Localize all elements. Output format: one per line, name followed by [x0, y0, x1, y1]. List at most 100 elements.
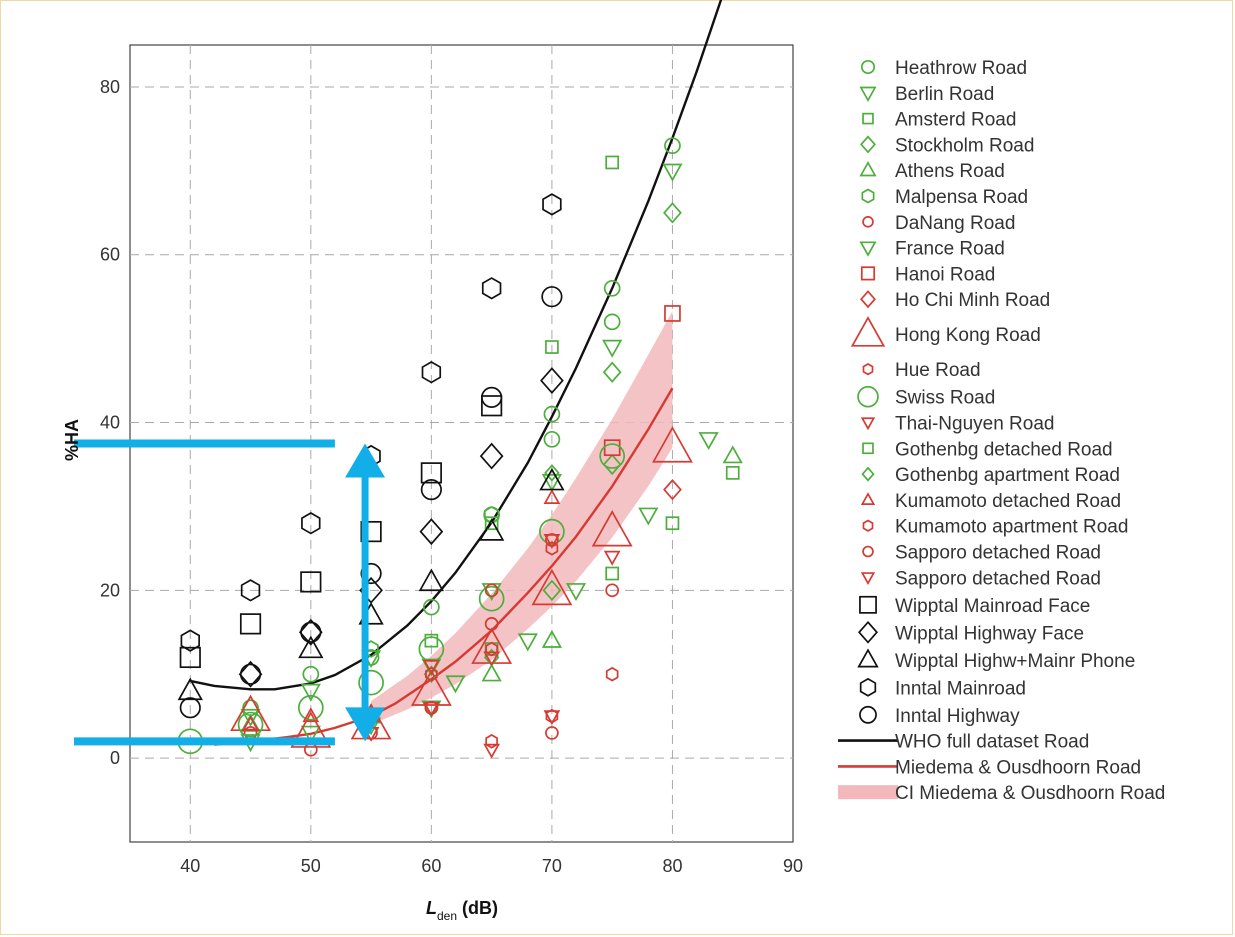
y-tick-label: 80 [100, 77, 120, 97]
point-square [481, 395, 503, 417]
point-triup [531, 568, 573, 606]
legend-marker-triup [860, 492, 876, 505]
point-circle [543, 405, 561, 423]
point-diamond [542, 579, 562, 601]
legend-marker-hexagon [859, 677, 877, 697]
legend-marker-tridown [859, 86, 877, 102]
legend-label: WHO full dataset Road [895, 732, 1089, 753]
legend-marker-hexagon [862, 519, 874, 532]
legend-label: Malpensa Road [895, 187, 1028, 208]
point-circle [545, 533, 559, 547]
point-diamond [298, 618, 323, 646]
legend-marker-triup [859, 161, 877, 177]
legend-marker-square [859, 595, 877, 614]
point-tridown [543, 534, 561, 549]
point-triup [177, 677, 203, 701]
point-diamond [602, 453, 622, 476]
point-hexagon [485, 734, 498, 749]
point-diamond [602, 361, 622, 383]
point-diamond [479, 442, 504, 470]
legend-label: DaNang Road [895, 213, 1015, 234]
legend-marker-circle [862, 215, 874, 228]
legend-marker-circle [859, 705, 877, 724]
point-hexagon [542, 193, 562, 216]
point-tridown [423, 659, 440, 675]
point-triup [652, 426, 693, 463]
legend-label: Hong Kong Road [895, 325, 1041, 346]
point-square [179, 646, 201, 669]
point-square [545, 340, 559, 354]
point-diamond [544, 464, 560, 482]
legend-label: Athens Road [895, 161, 1005, 182]
legend-label: Stockholm Road [895, 135, 1034, 156]
point-circle [302, 665, 320, 683]
point-circle [300, 621, 322, 643]
legend-label: Sapporo detached Road [895, 543, 1101, 564]
legend-marker-hexagon [862, 363, 874, 376]
legend-label: Thai-Nguyen Road [895, 414, 1054, 435]
point-triup [722, 445, 743, 464]
legend-label: Kumamoto detached Road [895, 491, 1121, 512]
legend-label: Wipptal Highw+Mainr Phone [895, 651, 1135, 672]
legend-marker-circle [857, 385, 879, 408]
legend-label: Hue Road [895, 360, 981, 381]
point-tridown [541, 474, 562, 492]
legend: Heathrow Road Berlin Road Amsterd Road Stoc… [838, 58, 1165, 804]
legend-label: Swiss Road [895, 388, 995, 409]
point-tridown [517, 633, 538, 652]
legend-label: Inntal Mainroad [895, 678, 1026, 699]
point-triup [478, 518, 505, 541]
point-triup [298, 635, 324, 659]
x-tick-label: 60 [421, 856, 441, 876]
legend-label: Miedema & Ousdhoorn Road [895, 757, 1141, 778]
point-circle [484, 583, 499, 598]
annotations [74, 439, 386, 746]
legend-marker-square [862, 442, 874, 455]
point-square [484, 516, 499, 531]
point-triup [302, 707, 320, 723]
ci-band [371, 310, 673, 725]
legend-marker-hexagon [861, 188, 875, 204]
point-diamond [663, 202, 682, 224]
point-diamond [663, 478, 682, 501]
y-axis-label: %HA [62, 419, 82, 461]
legend-marker-diamond [858, 620, 878, 644]
legend-marker-tridown [859, 241, 877, 257]
legend-label: Kumamoto apartment Road [895, 517, 1128, 538]
point-hexagon [605, 666, 619, 682]
point-square [424, 633, 439, 648]
legend-marker-tridown [860, 572, 876, 585]
legend-label: Wipptal Mainroad Face [895, 596, 1090, 617]
point-tridown [698, 432, 719, 451]
point-tridown [483, 743, 500, 759]
point-tridown [603, 550, 621, 566]
point-circle [360, 562, 382, 585]
legend-label: Amsterd Road [895, 110, 1016, 131]
point-square [725, 466, 740, 480]
legend-label: Berlin Road [895, 84, 994, 105]
legend-label: Gothenbg apartment Road [895, 465, 1120, 486]
x-axis-label: Lden (dB) [426, 898, 498, 923]
point-circle [664, 137, 681, 155]
y-tick-label: 0 [110, 748, 120, 768]
point-circle [237, 711, 264, 738]
point-tridown [662, 163, 683, 182]
x-tick-label: 50 [301, 856, 321, 876]
legend-label: Wipptal Highway Face [895, 623, 1084, 644]
point-circle [481, 386, 503, 408]
point-hexagon [485, 641, 498, 657]
legend-marker-diamond [861, 466, 875, 482]
y-tick-label: 20 [100, 580, 120, 600]
point-hexagon [483, 505, 500, 524]
legend-label: Ho Chi Minh Road [895, 290, 1050, 311]
point-square [239, 613, 262, 635]
point-tridown [421, 658, 442, 677]
point-square [420, 462, 442, 484]
point-circle [605, 583, 620, 598]
point-triup [543, 489, 561, 504]
point-tridown [543, 710, 561, 726]
point-circle [423, 598, 440, 616]
point-square [605, 566, 620, 581]
